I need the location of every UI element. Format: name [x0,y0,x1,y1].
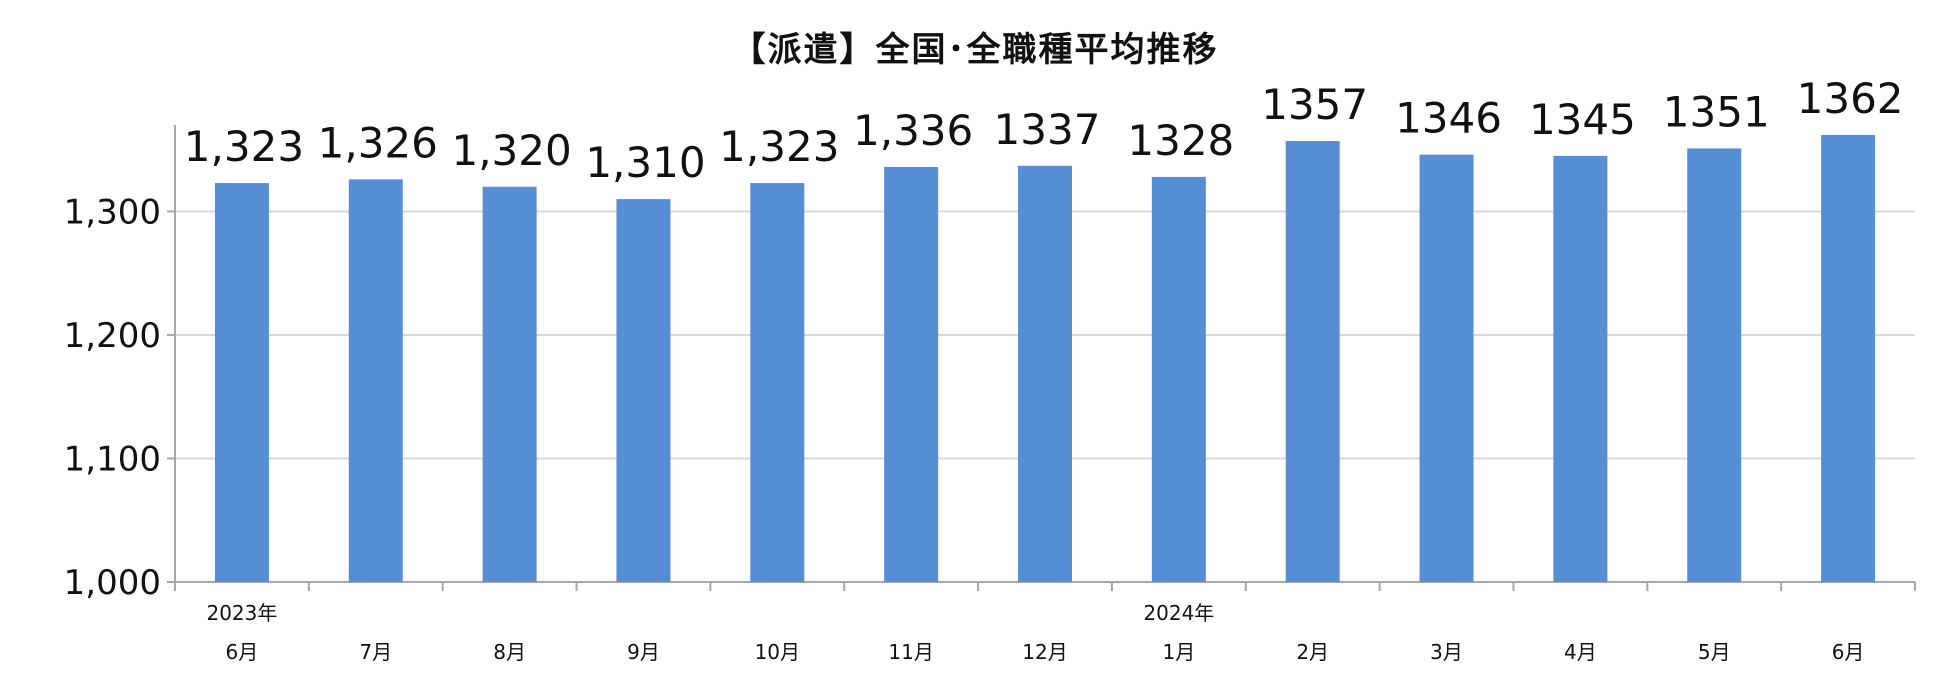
category-label: 8月 [493,640,526,664]
data-label: 1,323 [719,122,839,171]
category-label: 12月 [1022,640,1067,664]
category-label: 3月 [1430,640,1463,664]
data-label: 1,323 [184,122,304,171]
category-label: 4月 [1564,640,1597,664]
data-label: 1362 [1797,74,1904,123]
data-label: 1357 [1261,80,1368,129]
year-label: 2024年 [1143,601,1214,625]
bar [1419,154,1474,582]
bar [1285,141,1340,582]
data-label: 1,320 [451,126,571,175]
category-label: 11月 [888,640,933,664]
bar [482,186,537,582]
y-tick-label: 1,000 [64,563,161,603]
chart-title: 【派遣】全国･全職種平均推移 [731,30,1219,70]
bar [1687,148,1742,582]
category-label: 2月 [1296,640,1329,664]
data-label: 1328 [1127,116,1234,165]
bar [1018,165,1072,582]
category-label: 6月 [1832,640,1865,664]
data-label: 1345 [1529,95,1636,144]
bar [214,183,269,583]
data-label: 1,326 [318,118,438,167]
data-label: 1,336 [853,106,973,155]
bar [1151,176,1206,582]
bar [616,199,671,583]
year-label: 2023年 [206,601,277,625]
data-label: 1351 [1663,87,1770,136]
category-label: 9月 [627,640,660,664]
bar [1553,155,1608,583]
category-label: 7月 [359,640,392,664]
y-tick-label: 1,100 [64,439,161,479]
bar [348,179,403,582]
bar [1821,134,1876,582]
bar [750,183,805,583]
data-label: 1337 [994,105,1101,154]
y-tick-label: 1,300 [64,192,161,232]
category-label: 6月 [226,640,259,664]
y-tick-label: 1,200 [64,316,161,356]
bar [884,166,939,582]
data-label: 1346 [1395,94,1502,143]
category-label: 5月 [1698,640,1731,664]
category-label: 10月 [755,640,800,664]
data-label: 1,310 [585,138,705,187]
category-label: 1月 [1162,640,1195,664]
